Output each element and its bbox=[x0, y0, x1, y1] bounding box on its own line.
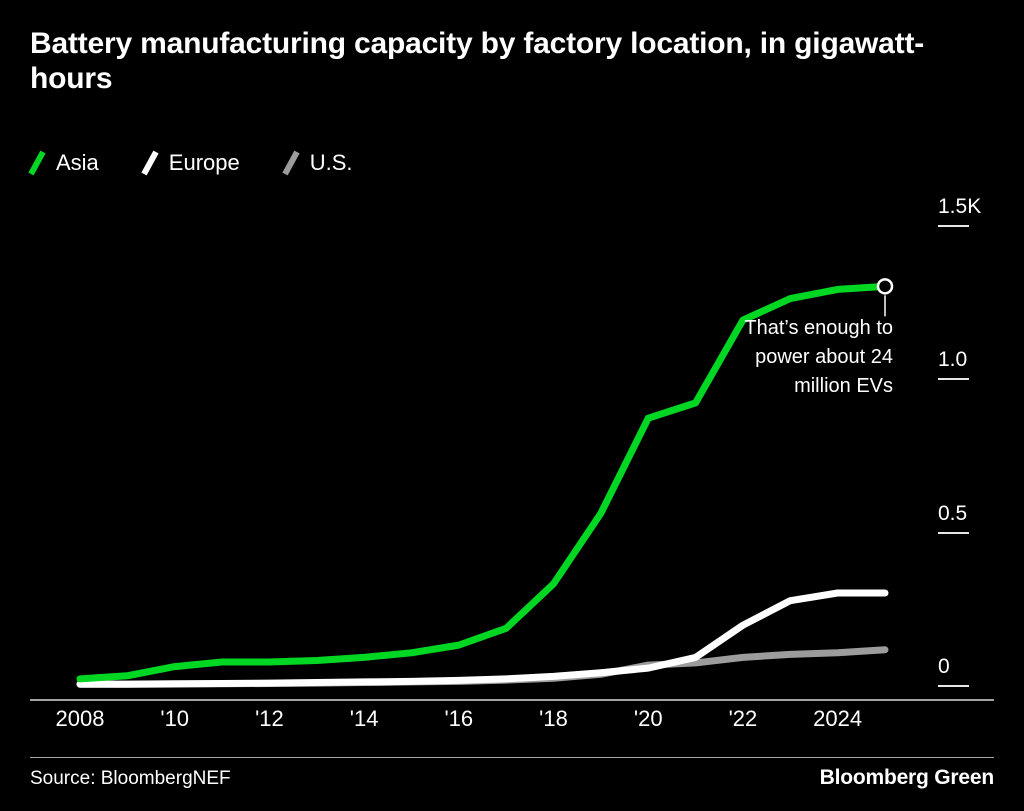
y-axis-tick-mark bbox=[938, 225, 969, 227]
y-axis-tick-label: 0 bbox=[938, 655, 950, 678]
legend-slash-icon bbox=[282, 150, 300, 176]
x-axis-tick-label: '10 bbox=[160, 706, 190, 731]
legend-slash-icon bbox=[141, 150, 159, 176]
x-axis-tick-label: '16 bbox=[444, 706, 474, 731]
x-axis: 2008 '10 '12 '14 '16 '18 '20 '22 2024 bbox=[0, 706, 1024, 738]
legend-slash-icon bbox=[28, 150, 46, 176]
chart-legend: Asia Europe U.S. bbox=[28, 150, 353, 176]
x-axis-tick-label: '18 bbox=[539, 706, 568, 731]
y-axis-tick-label: 1.5K bbox=[938, 195, 982, 218]
chart-annotation: That’s enough to power about 24 million … bbox=[744, 317, 893, 397]
legend-label: Asia bbox=[56, 150, 99, 175]
y-axis-tick-label: 0.5 bbox=[938, 501, 968, 525]
endpoint-marker bbox=[876, 278, 894, 295]
footer-divider bbox=[30, 757, 994, 758]
chart-title: Battery manufacturing capacity by factor… bbox=[30, 27, 925, 96]
x-axis-tick-label: '20 bbox=[633, 706, 663, 731]
y-axis-tick-mark bbox=[938, 685, 969, 687]
y-axis-tick-mark bbox=[938, 378, 969, 381]
legend-label: U.S. bbox=[309, 150, 353, 175]
legend-label: Europe bbox=[168, 150, 240, 175]
legend-item-europe: Europe bbox=[141, 150, 240, 176]
x-axis-tick-label: '12 bbox=[255, 706, 284, 731]
y-axis-tick-mark bbox=[938, 531, 969, 534]
brand-logo: Bloomberg Green bbox=[819, 766, 995, 789]
x-axis-tick-label: 2008 bbox=[55, 706, 105, 731]
legend-item-asia: Asia bbox=[28, 150, 99, 176]
x-axis-tick-label: 2024 bbox=[813, 706, 863, 731]
x-axis-tick-label: '14 bbox=[349, 706, 379, 731]
source-credit: Source: BloombergNEF bbox=[30, 768, 231, 789]
series-line-europe bbox=[76, 589, 889, 688]
series-line-asia bbox=[76, 282, 889, 683]
y-axis-tick-label: 1.0 bbox=[938, 348, 968, 372]
legend-item-us: U.S. bbox=[282, 150, 353, 176]
x-axis-tick-label: '22 bbox=[728, 706, 758, 731]
